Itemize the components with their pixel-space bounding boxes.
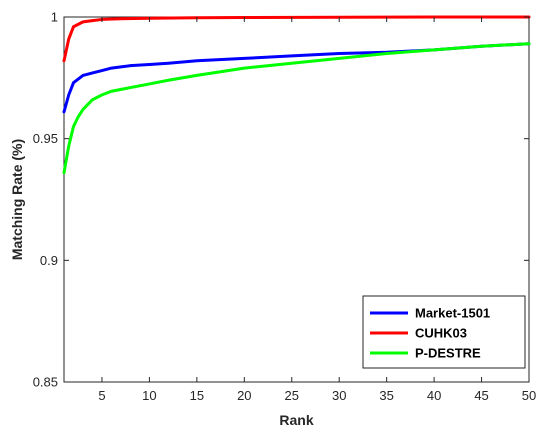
x-tick-label: 15 bbox=[190, 388, 204, 403]
series-line-p-destre bbox=[62, 42, 531, 175]
tick-layer: 5 10 15 20 25 30 35 40 45 50 0.85 0.9 0.95 1 bbox=[33, 10, 537, 404]
x-tick-label: 45 bbox=[474, 388, 488, 403]
x-tick-label: 50 bbox=[522, 388, 536, 403]
x-tick-label: 10 bbox=[142, 388, 156, 403]
legend-label: P-DESTRE bbox=[415, 346, 481, 361]
y-tick-label: 0.95 bbox=[33, 131, 58, 146]
legend-entries: Market-1501 CUHK03 P-DESTRE bbox=[370, 306, 490, 361]
legend-label: CUHK03 bbox=[415, 326, 467, 341]
x-axis-title: Rank bbox=[279, 412, 313, 428]
legend: Market-1501 CUHK03 P-DESTRE bbox=[362, 295, 526, 369]
x-tick-label: 40 bbox=[427, 388, 441, 403]
y-tick-label: 1 bbox=[51, 10, 58, 25]
x-tick-label: 35 bbox=[379, 388, 393, 403]
x-tick-label: 20 bbox=[237, 388, 251, 403]
legend-label: Market-1501 bbox=[415, 306, 490, 321]
y-tick-label: 0.9 bbox=[40, 253, 58, 268]
y-axis-title: Matching Rate (%) bbox=[9, 139, 25, 260]
x-tick-label: 30 bbox=[332, 388, 346, 403]
y-tick-label: 0.85 bbox=[33, 375, 58, 390]
x-tick-label: 25 bbox=[285, 388, 299, 403]
x-tick-label: 5 bbox=[98, 388, 105, 403]
